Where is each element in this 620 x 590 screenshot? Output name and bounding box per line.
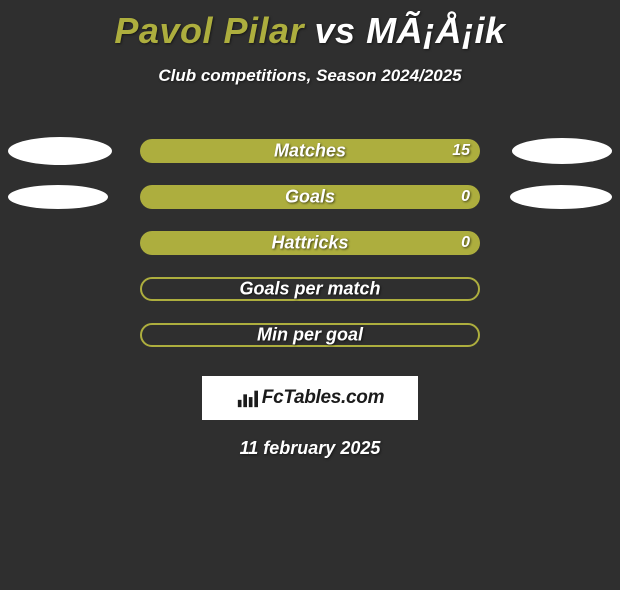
logo-inner: FcTables.com	[236, 387, 384, 409]
stat-right-value: 0	[461, 234, 470, 252]
stat-right-value: 15	[452, 142, 470, 160]
stat-bar: Min per goal	[140, 323, 480, 347]
bars-icon	[236, 387, 258, 409]
date-text: 11 february 2025	[0, 438, 620, 459]
stat-rows-container: Matches 15 Goals 0 Hattricks 0 Goals per match…	[0, 128, 620, 358]
logo-box[interactable]: FcTables.com	[202, 376, 418, 420]
stat-bar: Goals per match	[140, 277, 480, 301]
stat-label: Goals	[285, 187, 335, 208]
stat-label: Matches	[274, 141, 346, 162]
ellipse-left	[8, 137, 112, 165]
ellipse-right	[512, 138, 612, 164]
stat-bar: Matches 15	[140, 139, 480, 163]
stat-row: Min per goal	[0, 312, 620, 358]
stat-row: Hattricks 0	[0, 220, 620, 266]
title-right: vs MÃ¡Å¡ik	[304, 10, 506, 51]
stat-row: Goals 0	[0, 174, 620, 220]
stat-row: Goals per match	[0, 266, 620, 312]
stat-label: Min per goal	[257, 325, 363, 346]
logo-text: FcTables.com	[262, 387, 384, 409]
stat-row: Matches 15	[0, 128, 620, 174]
stat-label: Hattricks	[271, 233, 348, 254]
ellipse-left	[8, 185, 108, 209]
stat-bar: Hattricks 0	[140, 231, 480, 255]
ellipse-right	[510, 185, 612, 209]
stat-label: Goals per match	[239, 279, 380, 300]
stat-bar: Goals 0	[140, 185, 480, 209]
subtitle: Club competitions, Season 2024/2025	[0, 66, 620, 86]
title-left: Pavol Pilar	[114, 10, 304, 51]
page-title: Pavol Pilar vs MÃ¡Å¡ik	[0, 10, 620, 52]
stat-right-value: 0	[461, 188, 470, 206]
